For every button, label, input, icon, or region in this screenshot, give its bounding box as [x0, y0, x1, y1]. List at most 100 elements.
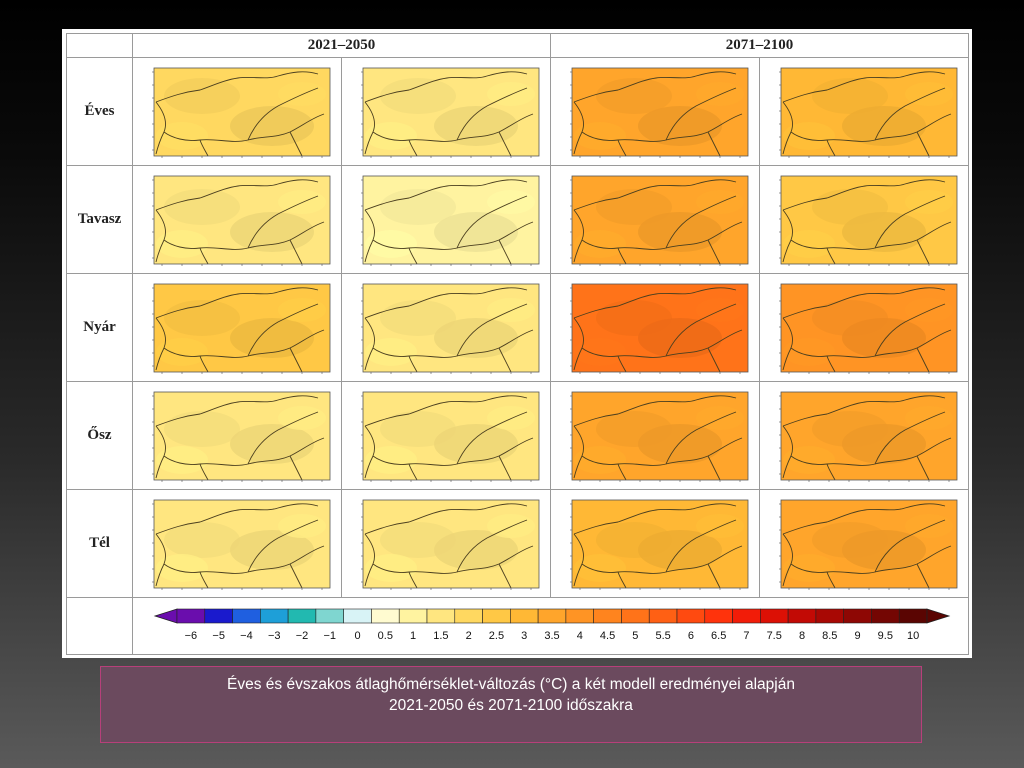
- border-line: [364, 533, 534, 574]
- colorbar-swatch: [537, 608, 566, 624]
- border-line: [289, 455, 303, 480]
- border-line: [289, 563, 303, 588]
- map-patch: [638, 211, 722, 252]
- border-line: [617, 355, 627, 372]
- map-patch: [230, 423, 314, 464]
- map-patch: [156, 553, 208, 582]
- map-frame: [780, 175, 958, 264]
- colorbar-tick-label: −1: [323, 630, 336, 642]
- colorbar-swatch: [592, 608, 622, 624]
- row-label: Ősz: [66, 381, 133, 490]
- map-frame: [153, 283, 331, 372]
- colorbar-swatch: [342, 608, 372, 624]
- border-line: [364, 101, 534, 142]
- border-line: [916, 347, 930, 372]
- border-line: [573, 563, 583, 586]
- map-cell: [759, 381, 969, 490]
- colorbar-swatch: [176, 608, 205, 624]
- border-line: [617, 571, 627, 588]
- colorbar-swatch: [815, 608, 844, 624]
- map-patch: [638, 423, 722, 464]
- map-patch: [574, 121, 626, 150]
- border-line: [155, 347, 165, 370]
- colorbar-corner: [66, 597, 133, 655]
- border-line: [707, 455, 721, 480]
- border-line: [408, 139, 418, 156]
- map-patch: [164, 521, 240, 558]
- map-patch: [842, 105, 926, 146]
- map-patch: [164, 410, 240, 447]
- temperature-map: [560, 389, 750, 482]
- map-patch: [638, 317, 722, 358]
- map-patch: [638, 105, 722, 146]
- border-line: [782, 563, 792, 586]
- map-patch: [230, 529, 314, 570]
- colorbar-swatch: [565, 608, 594, 624]
- border-line: [573, 286, 737, 318]
- border-line: [498, 131, 512, 156]
- map-row: Tél: [66, 489, 969, 598]
- colorbar-tick-label: −3: [267, 630, 280, 642]
- map-cell: [759, 489, 969, 598]
- temperature-map: [351, 389, 541, 482]
- border-line: [782, 425, 952, 466]
- map-row: Ősz: [66, 381, 969, 490]
- colorbar-swatch: [676, 608, 705, 624]
- temperature-map: [142, 389, 332, 482]
- border-line: [289, 347, 303, 372]
- border-line: [199, 571, 209, 588]
- map-patch: [380, 77, 456, 114]
- border-line: [364, 502, 528, 534]
- border-line: [364, 131, 374, 154]
- border-line: [247, 195, 319, 248]
- border-line: [199, 139, 209, 156]
- border-line: [498, 563, 512, 588]
- map-patch: [156, 337, 208, 366]
- map-patch: [156, 445, 208, 474]
- map-cell: [550, 57, 760, 166]
- colorbar-tick-label: 6.5: [711, 630, 726, 642]
- map-patch: [783, 121, 835, 150]
- map-patch: [596, 77, 672, 114]
- temperature-map: [351, 173, 541, 266]
- colorbar-tick-label: 6: [687, 630, 693, 642]
- colorbar-arrow-left: [153, 608, 177, 624]
- temperature-map: [142, 497, 332, 590]
- map-patch: [842, 529, 926, 570]
- colorbar-tick-label: 9: [854, 630, 860, 642]
- temperature-map: [769, 281, 959, 374]
- map-frame: [780, 67, 958, 156]
- border-line: [782, 178, 946, 210]
- colorbar-swatch: [842, 608, 872, 624]
- border-line: [573, 178, 737, 210]
- map-patch: [434, 529, 518, 570]
- temperature-map: [560, 497, 750, 590]
- colorbar-tick-label: 3.5: [544, 630, 559, 642]
- border-line: [408, 247, 418, 264]
- border-line: [782, 455, 792, 478]
- map-patch: [574, 337, 626, 366]
- colorbar-swatch: [731, 608, 761, 624]
- border-line: [155, 239, 165, 262]
- border-line: [408, 463, 418, 480]
- border-line: [247, 411, 319, 464]
- row-label: Nyár: [66, 273, 133, 382]
- map-row: Nyár: [66, 273, 969, 382]
- map-patch: [434, 423, 518, 464]
- border-line: [916, 455, 930, 480]
- border-line: [573, 455, 583, 478]
- border-line: [617, 463, 627, 480]
- map-cell: [132, 381, 342, 490]
- border-line: [782, 101, 952, 142]
- map-cell: [550, 273, 760, 382]
- border-line: [782, 394, 946, 426]
- colorbar-swatch: [287, 608, 316, 624]
- border-line: [826, 463, 836, 480]
- border-line: [573, 502, 737, 534]
- temperature-map: [351, 497, 541, 590]
- map-patch: [164, 77, 240, 114]
- border-line: [155, 178, 319, 210]
- colorbar-tick-label: 2.5: [488, 630, 503, 642]
- colorbar-tick-label: 10: [906, 630, 918, 642]
- temperature-map: [142, 281, 332, 374]
